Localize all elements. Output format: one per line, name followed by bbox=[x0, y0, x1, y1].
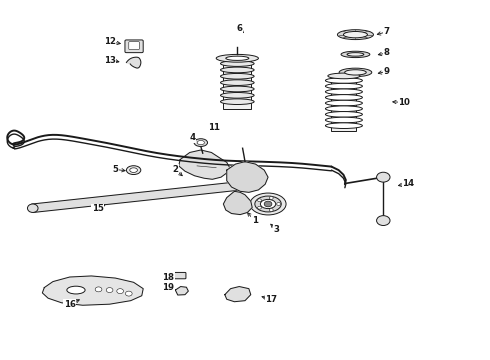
Ellipse shape bbox=[220, 67, 254, 73]
Ellipse shape bbox=[338, 30, 373, 40]
Ellipse shape bbox=[325, 123, 363, 129]
Ellipse shape bbox=[220, 61, 254, 66]
Text: 1: 1 bbox=[251, 216, 258, 225]
Text: 14: 14 bbox=[402, 179, 415, 188]
Circle shape bbox=[277, 203, 281, 206]
FancyBboxPatch shape bbox=[174, 273, 186, 279]
Ellipse shape bbox=[344, 70, 366, 75]
Ellipse shape bbox=[325, 95, 363, 100]
Circle shape bbox=[270, 197, 273, 199]
Polygon shape bbox=[227, 162, 268, 192]
Circle shape bbox=[125, 291, 132, 296]
Text: 19: 19 bbox=[162, 283, 174, 292]
FancyBboxPatch shape bbox=[223, 60, 251, 109]
Text: 15: 15 bbox=[92, 204, 103, 213]
Circle shape bbox=[258, 206, 262, 209]
Polygon shape bbox=[126, 57, 141, 68]
Polygon shape bbox=[225, 287, 251, 302]
Ellipse shape bbox=[197, 140, 204, 145]
Ellipse shape bbox=[347, 53, 364, 56]
Text: 8: 8 bbox=[384, 49, 390, 58]
Polygon shape bbox=[223, 191, 252, 215]
Text: 6: 6 bbox=[236, 24, 242, 33]
Ellipse shape bbox=[325, 100, 363, 106]
Ellipse shape bbox=[325, 106, 363, 112]
Text: 9: 9 bbox=[384, 67, 390, 76]
Ellipse shape bbox=[341, 51, 370, 58]
Ellipse shape bbox=[67, 286, 85, 294]
Text: 12: 12 bbox=[103, 37, 116, 46]
FancyBboxPatch shape bbox=[125, 40, 143, 53]
Text: 11: 11 bbox=[208, 123, 220, 132]
Text: 4: 4 bbox=[189, 133, 195, 142]
Ellipse shape bbox=[260, 199, 276, 208]
Ellipse shape bbox=[343, 31, 368, 38]
Circle shape bbox=[264, 201, 272, 207]
Ellipse shape bbox=[325, 112, 363, 117]
Ellipse shape bbox=[325, 117, 363, 123]
Ellipse shape bbox=[226, 56, 249, 60]
FancyBboxPatch shape bbox=[129, 42, 139, 49]
Ellipse shape bbox=[220, 99, 254, 104]
Text: 2: 2 bbox=[172, 165, 178, 174]
Text: 13: 13 bbox=[103, 55, 116, 64]
Circle shape bbox=[258, 199, 262, 202]
Ellipse shape bbox=[220, 73, 254, 79]
Ellipse shape bbox=[220, 80, 254, 85]
Polygon shape bbox=[32, 180, 255, 212]
Polygon shape bbox=[179, 150, 230, 179]
Ellipse shape bbox=[339, 68, 372, 77]
Ellipse shape bbox=[27, 204, 38, 212]
Text: 18: 18 bbox=[162, 273, 174, 282]
Ellipse shape bbox=[220, 86, 254, 92]
Ellipse shape bbox=[325, 89, 363, 95]
Text: 7: 7 bbox=[384, 27, 390, 36]
Ellipse shape bbox=[250, 193, 286, 215]
Ellipse shape bbox=[126, 166, 141, 175]
Ellipse shape bbox=[251, 180, 258, 189]
Circle shape bbox=[270, 208, 273, 211]
Polygon shape bbox=[175, 287, 188, 295]
Circle shape bbox=[117, 289, 123, 294]
Ellipse shape bbox=[328, 73, 360, 79]
Text: 3: 3 bbox=[273, 225, 279, 234]
Circle shape bbox=[377, 216, 390, 225]
Text: 5: 5 bbox=[112, 165, 118, 174]
Text: 16: 16 bbox=[64, 300, 76, 309]
FancyBboxPatch shape bbox=[331, 78, 356, 131]
Ellipse shape bbox=[220, 93, 254, 98]
Circle shape bbox=[95, 287, 102, 292]
Ellipse shape bbox=[325, 83, 363, 89]
Ellipse shape bbox=[255, 196, 281, 212]
Text: 17: 17 bbox=[266, 295, 277, 304]
Polygon shape bbox=[42, 276, 143, 305]
Text: 10: 10 bbox=[398, 98, 410, 107]
Ellipse shape bbox=[194, 139, 208, 147]
Circle shape bbox=[106, 288, 113, 293]
Circle shape bbox=[377, 172, 390, 182]
Ellipse shape bbox=[130, 168, 137, 172]
Ellipse shape bbox=[216, 54, 258, 62]
Ellipse shape bbox=[325, 78, 363, 83]
